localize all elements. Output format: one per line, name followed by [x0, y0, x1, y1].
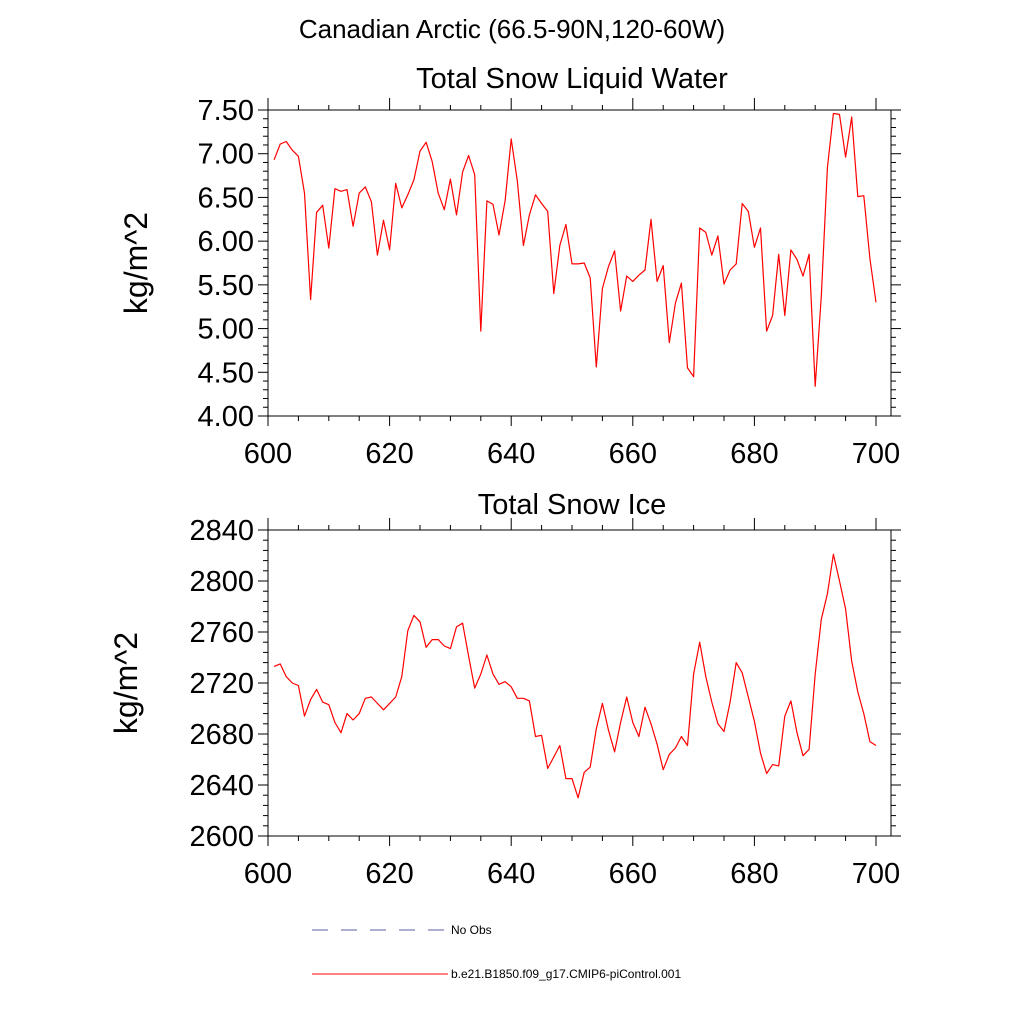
y-tick-label: 7.00 [198, 139, 254, 171]
y-tick-label: 2800 [189, 566, 254, 598]
x-tick-label: 600 [244, 858, 292, 890]
y-tick-label: 2840 [189, 515, 254, 547]
series-line [273, 112, 877, 387]
x-tick-label: 660 [609, 858, 657, 890]
figure-title: Canadian Arctic (66.5-90N,120-60W) [298, 14, 726, 44]
y-axis-label: kg/m^2 [108, 632, 144, 734]
legend-label-model: b.e21.B1850.f09_g17.CMIP6-piControl.001 [451, 967, 681, 981]
x-tick-label: 660 [609, 438, 657, 470]
panel-title: Total Snow Liquid Water [416, 63, 728, 95]
x-tick-label: 680 [730, 858, 778, 890]
y-axis-label: kg/m^2 [118, 212, 154, 314]
x-tick-label: 700 [852, 858, 900, 890]
y-tick-label: 6.00 [198, 226, 254, 258]
y-tick-label: 2600 [189, 821, 254, 853]
x-tick-label: 640 [487, 438, 535, 470]
x-tick-label: 620 [365, 858, 413, 890]
y-tick-label: 2720 [189, 668, 254, 700]
series-line [273, 553, 877, 799]
panel-title: Total Snow Ice [478, 489, 667, 521]
y-tick-label: 2640 [189, 770, 254, 802]
y-tick-label: 4.50 [198, 357, 254, 389]
x-tick-label: 620 [365, 438, 413, 470]
x-tick-label: 680 [730, 438, 778, 470]
y-tick-label: 7.50 [198, 95, 254, 127]
y-tick-label: 2760 [189, 617, 254, 649]
x-tick-label: 700 [852, 438, 900, 470]
legend-label-no-obs: No Obs [451, 923, 492, 937]
y-tick-label: 5.50 [198, 270, 254, 302]
x-tick-label: 640 [487, 858, 535, 890]
y-tick-label: 5.00 [198, 314, 254, 346]
y-tick-label: 2680 [189, 719, 254, 751]
x-tick-label: 600 [244, 438, 292, 470]
y-tick-label: 4.00 [198, 401, 254, 433]
y-tick-label: 6.50 [198, 182, 254, 214]
plot-frame [267, 109, 892, 417]
